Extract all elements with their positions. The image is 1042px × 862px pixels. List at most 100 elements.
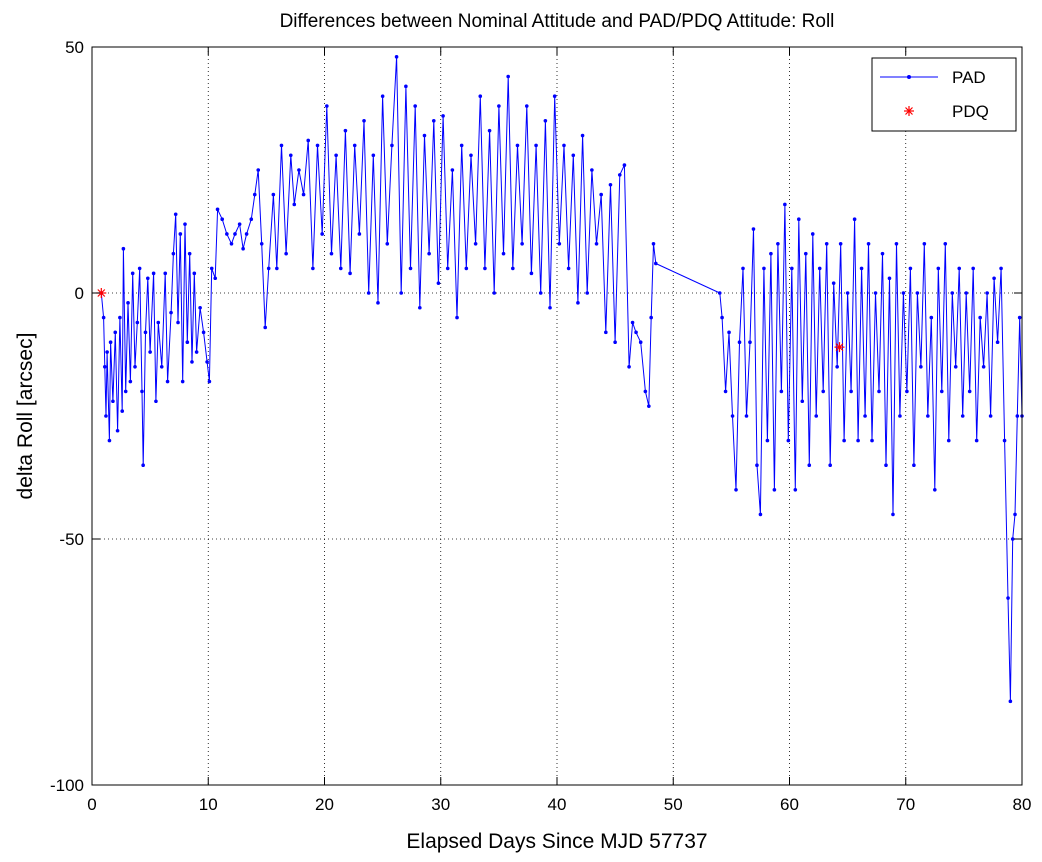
legend-pdq-asterisk <box>904 106 914 116</box>
series-pad-point <box>311 266 315 271</box>
series-pad-point <box>964 291 968 295</box>
series-pad-point <box>772 488 777 492</box>
series-pad-point <box>492 291 497 295</box>
series-pad-point <box>279 143 284 148</box>
series-pad-point <box>366 291 371 295</box>
series-pad-point <box>511 266 515 271</box>
series-pad-point <box>256 168 261 172</box>
series-pad-point <box>800 399 805 404</box>
series-pad-point <box>394 55 399 59</box>
series-pad-point <box>863 414 867 418</box>
series-pad-point <box>929 315 934 320</box>
series-pad-point <box>445 266 450 271</box>
series-pad-point <box>371 153 376 158</box>
series-pad-point <box>137 266 142 271</box>
series-pad-point <box>891 512 895 517</box>
series-pad-point <box>744 414 749 418</box>
series-pad-point <box>988 414 993 418</box>
series-pad-point <box>995 340 1000 345</box>
series-pad-point <box>790 266 794 271</box>
series-pad-point <box>201 330 206 335</box>
series-pad-point <box>213 276 218 281</box>
legend-pad-marker <box>907 75 911 79</box>
series-pad-point <box>501 251 506 256</box>
legend-pad-label: PAD <box>952 68 986 87</box>
series-pad-point <box>173 212 178 217</box>
series-pad-point <box>786 438 791 443</box>
series-pad-point <box>894 242 899 246</box>
series-pad-point <box>427 251 431 256</box>
series-pad-point <box>884 463 888 468</box>
series-pad-point <box>148 350 152 354</box>
series-pad-point <box>590 168 594 172</box>
series-pad-point <box>887 276 892 281</box>
legend-pdq-marker <box>904 106 914 116</box>
series-pad-point <box>338 266 343 271</box>
series-pad-point <box>297 168 301 172</box>
series-pad-point <box>118 315 122 320</box>
series-pad-point <box>343 128 348 133</box>
series-pad-point <box>464 266 469 271</box>
x-tick-label: 0 <box>87 795 96 814</box>
series-pad-point <box>529 271 534 276</box>
series-pad-point <box>960 414 965 418</box>
series-pad-point <box>1006 596 1010 600</box>
series-pad-point <box>244 232 249 236</box>
series-pad-point <box>169 310 173 315</box>
series-pad-point <box>978 315 982 320</box>
series-pad-point <box>617 173 622 177</box>
x-tick-label: 70 <box>896 795 915 814</box>
series-pad-point <box>105 350 109 354</box>
y-tick-label: 0 <box>75 284 84 303</box>
series-pad-point <box>776 242 780 246</box>
series-pad-point <box>576 301 580 305</box>
series-pad-point <box>765 438 770 443</box>
series-pad-point <box>128 379 133 384</box>
series-pad-point <box>441 114 445 118</box>
series-pad-point <box>807 463 812 468</box>
series-pad-point <box>284 251 288 256</box>
series-pad-point <box>821 389 826 394</box>
series-pad-point <box>604 330 608 335</box>
series-pad-point <box>842 438 846 443</box>
series-pad-point <box>115 428 120 433</box>
series-pad-point <box>183 222 187 226</box>
series-pad-point <box>859 266 864 271</box>
series-pad-point <box>320 232 324 236</box>
series-pad-point <box>385 242 390 246</box>
series-pad-point <box>156 320 161 325</box>
series-pad-point <box>104 414 108 418</box>
x-axis-label: Elapsed Days Since MJD 57737 <box>406 830 707 853</box>
series-pad-point <box>717 291 722 295</box>
legend: PAD PDQ <box>871 57 1017 132</box>
series-pad-point <box>870 438 874 443</box>
series-pad-point <box>810 232 815 236</box>
series-pad-point <box>856 438 860 443</box>
series-pad-point <box>981 365 986 369</box>
series-pad-point <box>594 242 599 246</box>
series-pad-point <box>974 438 979 443</box>
grid <box>92 47 1022 785</box>
series-pad-point <box>566 266 571 271</box>
series-pad-point <box>404 84 408 89</box>
series-pad-point <box>814 414 819 418</box>
y-tick-label: -50 <box>59 530 84 549</box>
y-tick-label: 50 <box>65 38 84 57</box>
y-tick-label: -100 <box>50 776 84 795</box>
series-pad-point <box>967 389 972 394</box>
series-pad-point <box>108 340 113 345</box>
x-tick-label: 50 <box>664 795 683 814</box>
series-pad-point <box>178 232 183 236</box>
series-pad-point <box>548 305 552 310</box>
series-pad-point <box>469 153 473 158</box>
series-pad-point <box>557 242 562 246</box>
series-pad-point <box>580 133 585 138</box>
series-pad-point <box>654 261 658 266</box>
series-pad-point <box>908 266 913 271</box>
series-pad-point <box>422 133 427 138</box>
series-pad-point <box>634 330 638 335</box>
series-pad-point <box>877 389 881 394</box>
x-tick-label: 20 <box>315 795 334 814</box>
series-pad-point <box>198 305 202 310</box>
series-pad-point <box>803 251 808 256</box>
